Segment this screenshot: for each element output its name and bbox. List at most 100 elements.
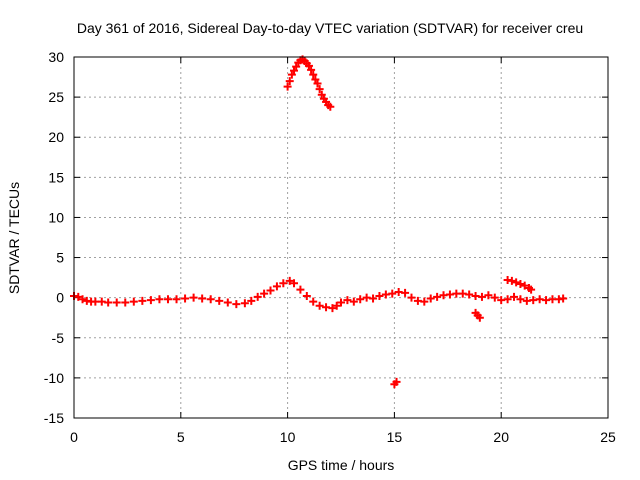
data-point bbox=[337, 298, 345, 307]
data-point bbox=[420, 297, 429, 306]
x-tick-label: 0 bbox=[70, 429, 78, 445]
data-point bbox=[215, 296, 224, 305]
data-point bbox=[311, 75, 320, 84]
data-point bbox=[155, 295, 164, 304]
data-point bbox=[516, 295, 525, 304]
data-point bbox=[302, 292, 311, 301]
series-2 bbox=[503, 276, 536, 294]
y-tick-label: -15 bbox=[44, 410, 64, 426]
data-point bbox=[527, 285, 536, 294]
data-point bbox=[477, 292, 486, 301]
data-point bbox=[279, 279, 288, 288]
y-tick-label: -10 bbox=[44, 370, 64, 386]
axis-ticks: 0 5 10 15 20 25 -15 -10 -5 0 5 10 15 20 25 30 bbox=[44, 49, 616, 445]
data-point bbox=[520, 281, 529, 290]
data-point bbox=[290, 66, 299, 75]
data-point bbox=[146, 296, 155, 305]
data-point bbox=[172, 295, 181, 304]
data-point bbox=[198, 294, 207, 303]
data-point bbox=[283, 82, 292, 91]
data-point bbox=[206, 295, 215, 304]
data-point bbox=[510, 292, 519, 301]
data-point bbox=[343, 296, 352, 305]
plot-frame bbox=[73, 56, 609, 419]
data-point bbox=[181, 294, 190, 303]
data-point bbox=[129, 297, 138, 306]
data-point bbox=[104, 298, 113, 307]
data-point bbox=[304, 61, 313, 70]
series-3 bbox=[471, 308, 484, 322]
data-point bbox=[253, 292, 262, 301]
y-tick-label: 10 bbox=[48, 209, 64, 225]
data-point bbox=[112, 298, 121, 307]
x-tick-label: 5 bbox=[177, 429, 185, 445]
data-point bbox=[401, 288, 410, 297]
y-tick-label: 5 bbox=[56, 250, 64, 266]
series-4 bbox=[390, 377, 401, 389]
data-point bbox=[313, 79, 322, 88]
data-point bbox=[138, 296, 147, 305]
data-point bbox=[332, 301, 341, 310]
y-tick-label: 0 bbox=[56, 290, 64, 306]
data-point bbox=[392, 377, 401, 386]
data-point bbox=[285, 276, 294, 285]
y-tick-label: 30 bbox=[48, 49, 64, 65]
x-axis-label: GPS time / hours bbox=[288, 457, 395, 473]
y-tick-label: 20 bbox=[48, 129, 64, 145]
data-point bbox=[309, 297, 318, 306]
y-axis-label: SDTVAR / TECUs bbox=[6, 182, 22, 294]
data-point bbox=[349, 297, 358, 306]
data-point bbox=[309, 70, 318, 79]
data-point bbox=[272, 282, 281, 291]
data-point bbox=[223, 298, 232, 307]
data-point bbox=[326, 102, 335, 111]
data-point bbox=[163, 295, 172, 304]
data-point bbox=[490, 293, 499, 302]
data-point bbox=[465, 290, 474, 299]
x-tick-label: 20 bbox=[493, 429, 509, 445]
data-point bbox=[189, 293, 198, 302]
data-point bbox=[292, 62, 301, 71]
chart-title: Day 361 of 2016, Sidereal Day-to-day VTE… bbox=[77, 20, 583, 36]
data-point bbox=[475, 313, 484, 322]
data-point bbox=[266, 286, 275, 295]
data-point bbox=[315, 301, 324, 310]
data-point bbox=[285, 77, 294, 86]
y-tick-label: 25 bbox=[48, 89, 64, 105]
data-point bbox=[516, 280, 525, 289]
grid-lines bbox=[74, 57, 608, 418]
data-point bbox=[74, 292, 83, 301]
data-point bbox=[512, 278, 521, 287]
data-point bbox=[232, 300, 241, 309]
data-point bbox=[287, 70, 296, 79]
x-tick-label: 25 bbox=[600, 429, 616, 445]
data-point bbox=[388, 289, 397, 298]
data-point bbox=[433, 292, 442, 301]
data-point bbox=[484, 291, 493, 300]
data-point bbox=[121, 298, 130, 307]
data-point bbox=[507, 276, 516, 285]
data-point bbox=[375, 292, 384, 301]
series-1 bbox=[283, 55, 335, 111]
data-point bbox=[315, 85, 324, 94]
data-point bbox=[503, 295, 512, 304]
data-point bbox=[240, 299, 249, 308]
x-tick-label: 10 bbox=[280, 429, 296, 445]
data-point bbox=[260, 289, 269, 298]
data-point bbox=[307, 65, 316, 74]
data-point bbox=[290, 279, 299, 288]
data-point bbox=[317, 90, 326, 99]
data-point bbox=[356, 295, 365, 304]
y-tick-label: -5 bbox=[52, 330, 65, 346]
series-0 bbox=[70, 276, 568, 313]
x-tick-label: 15 bbox=[387, 429, 403, 445]
data-point bbox=[328, 304, 337, 313]
data-points bbox=[70, 55, 568, 389]
data-point bbox=[369, 294, 378, 303]
y-tick-label: 15 bbox=[48, 169, 64, 185]
data-point bbox=[247, 296, 256, 305]
data-point bbox=[407, 293, 416, 302]
data-point bbox=[296, 285, 305, 294]
data-point bbox=[426, 294, 435, 303]
